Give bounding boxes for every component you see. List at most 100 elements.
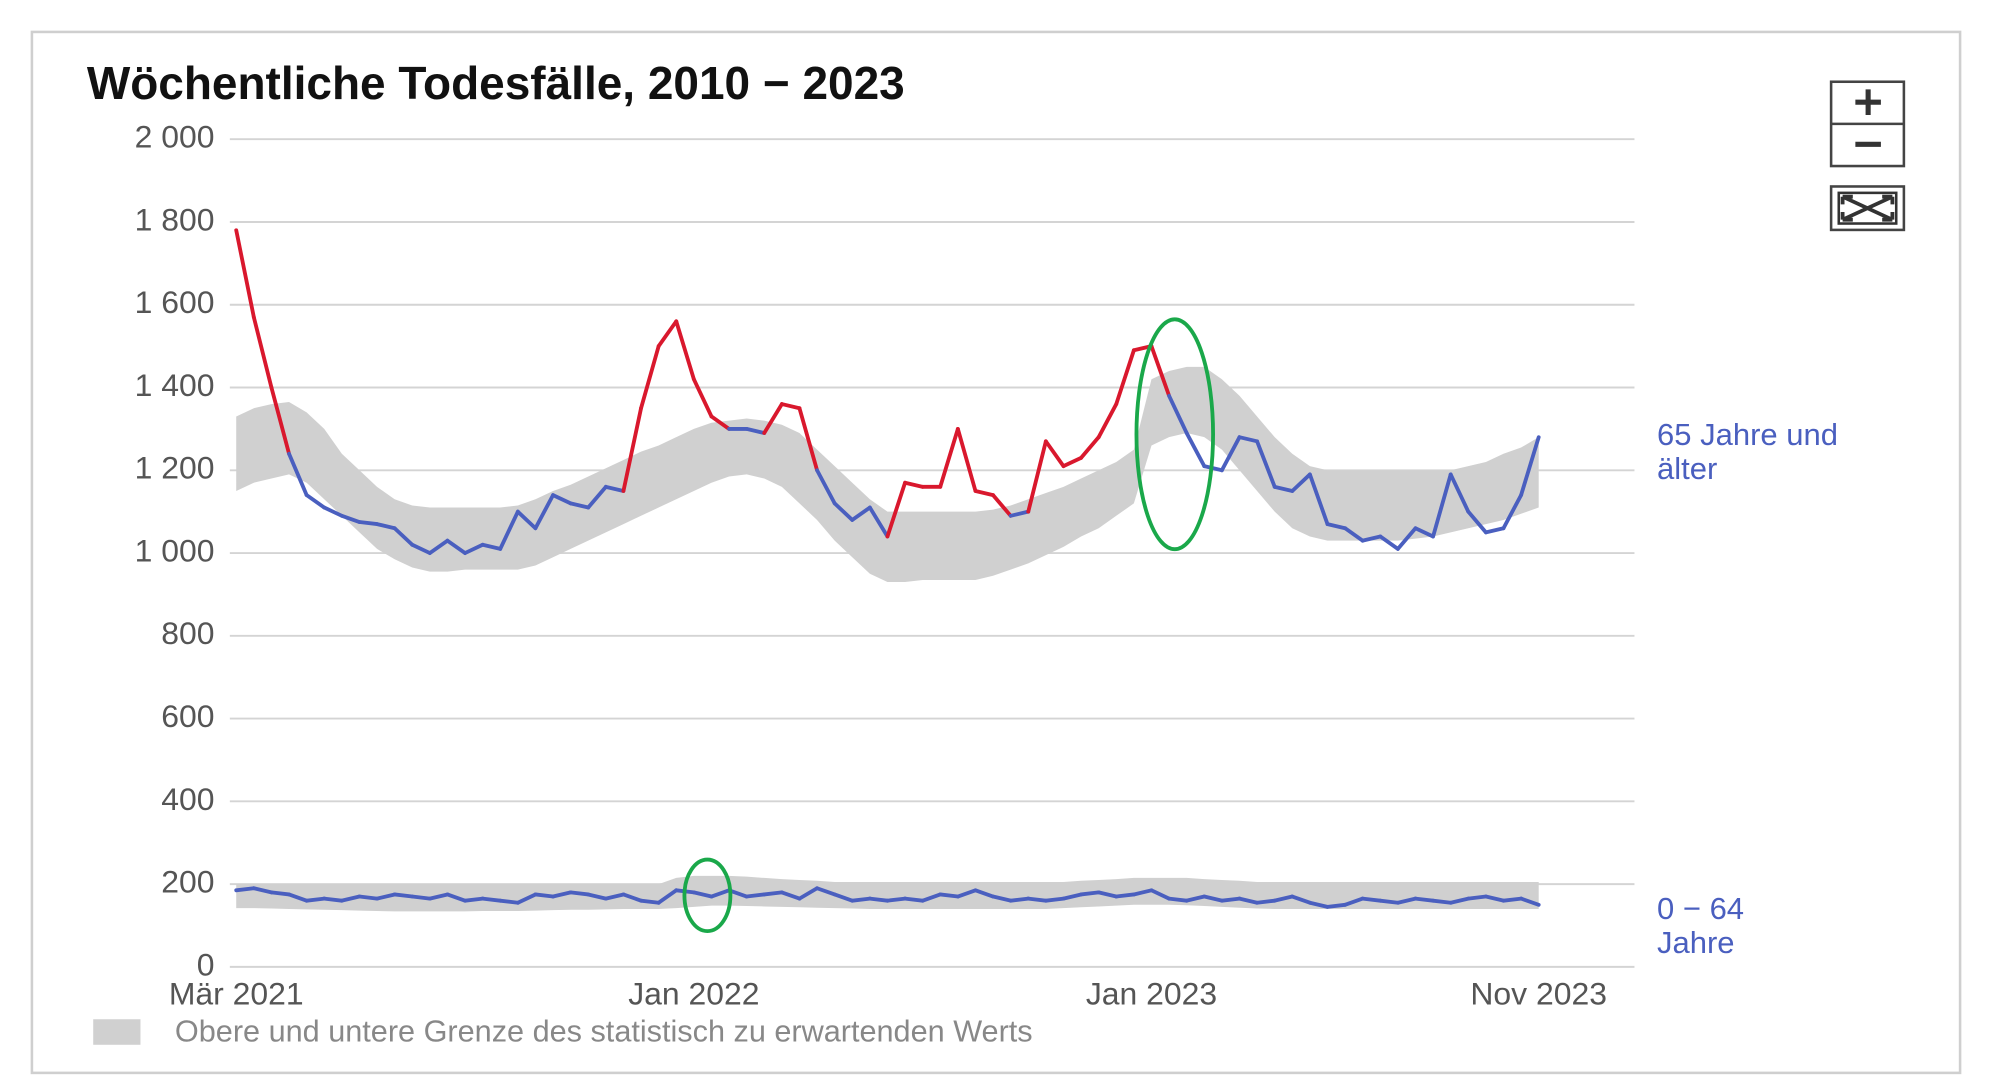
line-segment xyxy=(1431,472,1453,539)
line-segment xyxy=(1431,898,1453,905)
line-segment xyxy=(815,468,837,506)
line-segment xyxy=(1096,402,1119,440)
zoom-in[interactable] xyxy=(1831,82,1904,124)
line-segment xyxy=(1219,896,1242,903)
line-segment xyxy=(1395,526,1418,551)
line-segment xyxy=(1008,509,1031,518)
line-segment xyxy=(1202,894,1224,903)
line-segment xyxy=(1360,896,1383,903)
line-segment xyxy=(850,505,872,522)
line-segment xyxy=(1114,892,1136,899)
line-segment xyxy=(1378,898,1400,905)
line-segment xyxy=(656,888,679,905)
line-segment xyxy=(691,890,714,899)
line-segment xyxy=(1448,472,1471,514)
line-segment xyxy=(339,513,362,524)
line-segment xyxy=(304,493,327,510)
line-segment xyxy=(639,898,661,905)
line-segment xyxy=(322,505,344,518)
line-segment xyxy=(832,892,855,903)
y-tick-label: 400 xyxy=(161,781,214,817)
line-segment xyxy=(938,892,960,899)
line-segment xyxy=(339,894,362,903)
line-segment xyxy=(1096,890,1119,899)
line-segment xyxy=(674,319,696,382)
line-segment xyxy=(1219,435,1242,473)
line-segment xyxy=(762,402,784,435)
line-segment xyxy=(1483,894,1506,903)
line-segment xyxy=(287,892,309,903)
expected-band xyxy=(236,875,1539,912)
line-segment xyxy=(1149,344,1171,398)
x-tick-label: Jan 2022 xyxy=(628,976,759,1012)
zoom-controls xyxy=(1829,80,1906,232)
line-segment xyxy=(1184,431,1207,469)
line-segment xyxy=(903,896,925,903)
line-segment xyxy=(1307,900,1330,909)
line-segment xyxy=(586,892,608,901)
line-segment xyxy=(445,892,467,903)
line-segment xyxy=(480,896,503,903)
line-segment xyxy=(938,426,960,489)
line-segment xyxy=(375,892,397,901)
plus-icon xyxy=(1855,89,1881,115)
line-segment xyxy=(1343,526,1365,543)
line-segment xyxy=(1255,898,1277,905)
line-segment xyxy=(955,888,978,899)
line-segment xyxy=(498,898,520,905)
line-segment xyxy=(1290,472,1312,493)
line-segment xyxy=(1466,894,1488,901)
line-segment xyxy=(1237,435,1259,444)
line-segment xyxy=(357,520,379,526)
fullscreen-icon xyxy=(1840,194,1895,222)
line-segment xyxy=(603,484,626,493)
legend-swatch xyxy=(93,1019,141,1045)
zoom-out[interactable] xyxy=(1831,124,1904,166)
line-segment xyxy=(568,501,591,510)
line-segment xyxy=(1272,894,1295,903)
line-segment xyxy=(410,894,432,901)
fullscreen-button[interactable] xyxy=(1829,185,1906,232)
line-segment xyxy=(269,385,291,456)
chart-title: Wöchentliche Todesfälle, 2010 − 2023 xyxy=(87,57,905,109)
line-segment xyxy=(533,493,555,531)
line-segment xyxy=(533,892,555,899)
line-segment xyxy=(815,886,837,897)
line-segment xyxy=(251,886,274,895)
line-segment xyxy=(797,406,819,473)
line-segment xyxy=(850,896,872,903)
line-segment xyxy=(691,377,714,419)
line-segment xyxy=(586,484,608,510)
line-segment xyxy=(515,892,538,905)
x-tick-label: Nov 2023 xyxy=(1470,976,1607,1012)
y-tick-label: 1 600 xyxy=(135,284,215,320)
line-segment xyxy=(551,890,573,899)
line-segment xyxy=(463,896,485,903)
line-segment xyxy=(1325,902,1347,909)
line-segment xyxy=(1237,896,1259,905)
line-segment xyxy=(1114,348,1136,406)
line-segment xyxy=(1448,896,1471,905)
line-segment xyxy=(1184,894,1207,903)
y-tick-label: 600 xyxy=(161,698,214,734)
line-segment xyxy=(1255,439,1277,489)
line-segment xyxy=(269,890,291,897)
line-segment xyxy=(1519,896,1541,907)
line-segment xyxy=(832,501,855,522)
y-tick-label: 1 000 xyxy=(135,532,215,568)
line-segment xyxy=(885,480,907,539)
line-segment xyxy=(1325,522,1347,531)
line-segment xyxy=(779,402,802,411)
line-segment xyxy=(392,526,415,547)
line-segment xyxy=(1483,526,1506,535)
line-segment xyxy=(991,894,1013,903)
line-segment xyxy=(1290,894,1312,905)
line-segment xyxy=(762,890,784,897)
lines xyxy=(234,228,1541,909)
line-segment xyxy=(955,426,978,493)
x-tick-label: Mär 2021 xyxy=(169,976,304,1012)
line-segment xyxy=(903,480,925,489)
line-segment xyxy=(1395,896,1418,905)
line-segment xyxy=(445,538,467,555)
